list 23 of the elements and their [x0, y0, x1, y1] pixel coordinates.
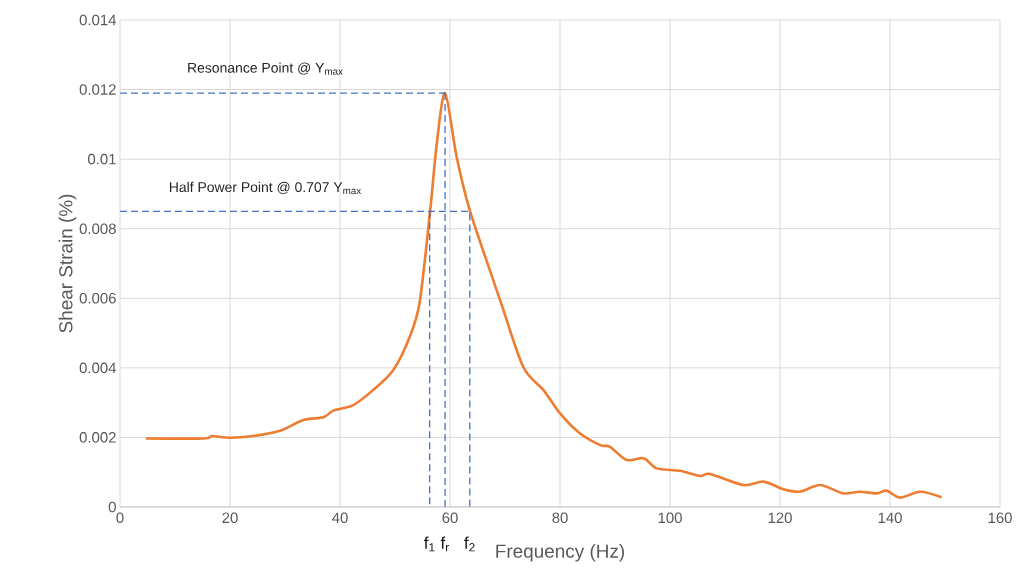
y-tick-label: 0.014 — [79, 14, 117, 26]
x-tick-label: 60 — [442, 512, 458, 524]
y-axis-title: Shear Strain (%) — [58, 194, 77, 333]
text: f$_{2}$ — [464, 536, 475, 552]
x-tick-label: 140 — [878, 512, 902, 524]
x-tick-label: 120 — [768, 512, 792, 524]
x-axis-title: Frequency (Hz) — [496, 543, 625, 562]
x-tick-label: 160 — [988, 512, 1012, 524]
x-tick-label: 40 — [332, 512, 348, 524]
annotation: Half Power Point @ 0.707 Υ$_{max}$ — [169, 181, 362, 195]
annotation: Resonance Point @ Υ$_{max}$ — [188, 62, 343, 75]
x-tick-label: 80 — [552, 512, 568, 524]
y-tick-label: 0.004 — [79, 362, 117, 374]
y-tick-label: 0.01 — [87, 153, 116, 165]
y-tick-label: 0.012 — [79, 84, 116, 95]
text: f$_{1}$ — [424, 536, 435, 552]
text: f$_{r}$ — [440, 536, 449, 552]
y-tick-label: 0 — [108, 501, 116, 513]
y-tick-label: 0.002 — [79, 432, 116, 443]
x-tick-label: 100 — [658, 512, 682, 524]
y-tick-label: 0.008 — [79, 223, 116, 234]
y-tick-label: 0.006 — [79, 292, 116, 304]
x-tick-label: 20 — [222, 512, 238, 524]
